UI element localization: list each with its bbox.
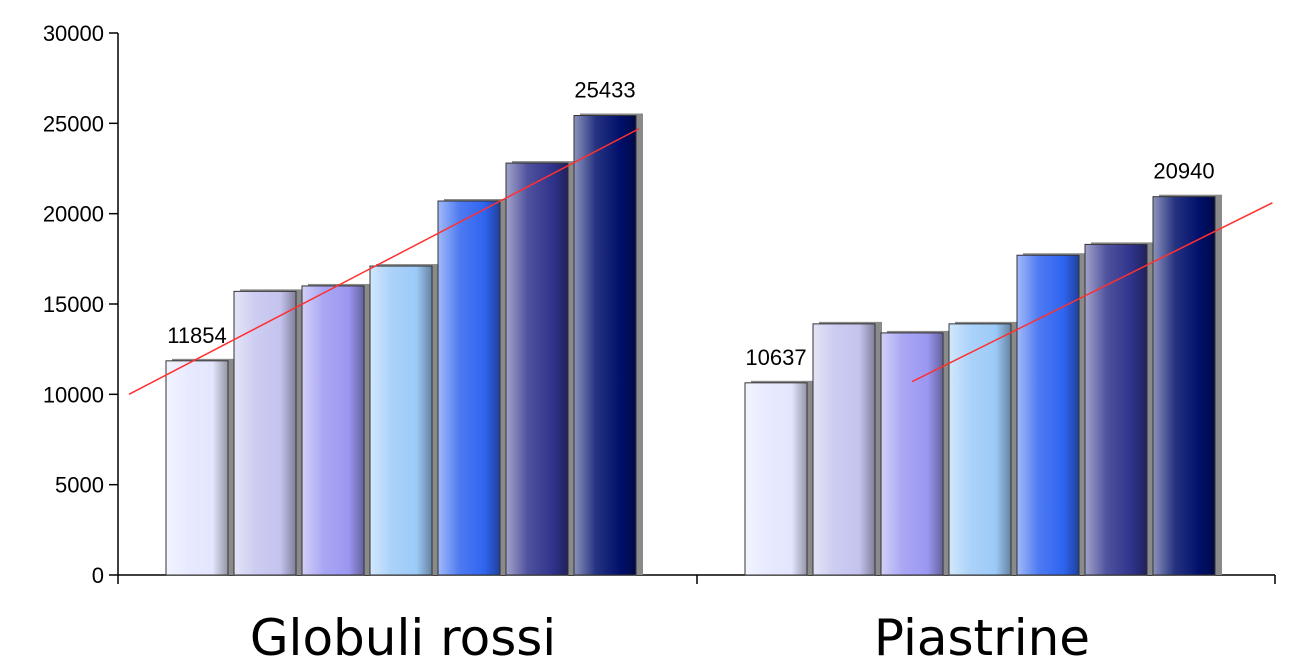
y-tick-label: 25000 xyxy=(43,111,104,136)
data-label: 11854 xyxy=(167,323,227,348)
data-label: 20940 xyxy=(1153,159,1214,184)
y-tick-label: 30000 xyxy=(43,21,104,46)
bar xyxy=(437,200,501,576)
bar xyxy=(369,265,433,576)
category-label: Globuli rossi xyxy=(250,609,556,667)
data-label: 10637 xyxy=(745,345,806,370)
labels: 11854 25433 Globuli rossi 10637 20940 Piastri… xyxy=(167,78,1214,667)
category-label: Piastrine xyxy=(874,609,1090,667)
bar xyxy=(880,332,944,576)
bar xyxy=(301,285,365,576)
bar xyxy=(505,162,569,576)
bar xyxy=(1084,243,1148,576)
bar xyxy=(233,290,297,576)
bar xyxy=(744,382,808,576)
trendline xyxy=(128,128,640,395)
y-tick-label: 20000 xyxy=(43,202,104,227)
y-tick-label: 10000 xyxy=(43,382,104,407)
trendlines xyxy=(128,128,1273,395)
bar xyxy=(165,360,229,576)
bar xyxy=(812,323,876,576)
bar xyxy=(1152,196,1216,576)
trendline xyxy=(911,202,1273,383)
bars xyxy=(165,113,1222,576)
y-tick-label: 5000 xyxy=(55,473,104,498)
data-label: 25433 xyxy=(574,78,635,103)
axes: 0 5000 10000 15000 20000 25000 30000 xyxy=(43,21,1276,588)
bar xyxy=(1016,254,1080,576)
y-tick-label: 0 xyxy=(92,563,104,588)
bar xyxy=(948,323,1012,576)
y-tick-label: 15000 xyxy=(43,292,104,317)
bar xyxy=(573,115,637,576)
